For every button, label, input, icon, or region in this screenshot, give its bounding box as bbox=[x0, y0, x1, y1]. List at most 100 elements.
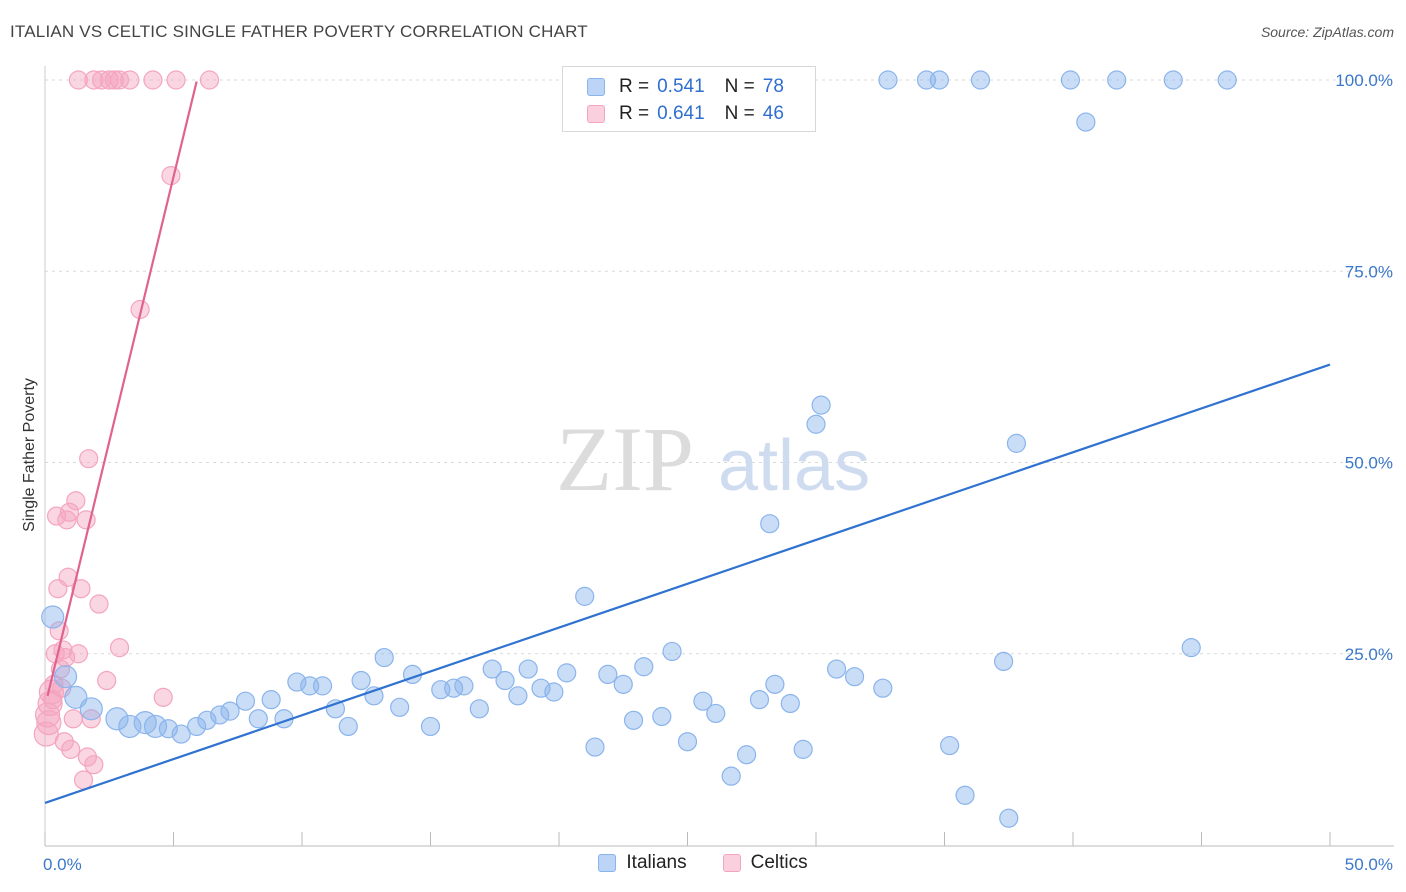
italians-point-57 bbox=[793, 739, 813, 759]
italians-point-76 bbox=[1181, 638, 1201, 658]
celtics-point-40 bbox=[143, 70, 163, 90]
italians-point-0 bbox=[41, 605, 65, 629]
italians-point-33 bbox=[482, 659, 502, 679]
celtics-point-28 bbox=[81, 709, 101, 729]
italians-point-73 bbox=[1076, 112, 1096, 132]
celtics-point-42 bbox=[199, 70, 220, 90]
celtics-point-8 bbox=[46, 506, 67, 526]
x-tick-label-1: 50.0% bbox=[1345, 855, 1393, 874]
italians-swatch bbox=[587, 78, 605, 96]
celtics-point-23 bbox=[71, 579, 91, 599]
celtics-point-16 bbox=[57, 510, 77, 530]
legend-item-celtics: Celtics bbox=[722, 852, 808, 874]
gridlines bbox=[45, 79, 1394, 655]
celtics-point-38 bbox=[109, 70, 130, 90]
italians-point-3 bbox=[79, 697, 103, 721]
legend-row-italians: R = 0.541 N = 78 bbox=[587, 75, 784, 99]
celtics-swatch bbox=[587, 105, 605, 123]
celtics-point-21 bbox=[66, 491, 86, 511]
italians-point-5 bbox=[118, 714, 142, 739]
italians-point-45 bbox=[634, 657, 654, 677]
italians-point-16 bbox=[261, 690, 281, 710]
celtics-point-26 bbox=[77, 747, 98, 767]
italians-point-50 bbox=[706, 703, 726, 724]
italians-point-44 bbox=[623, 710, 644, 730]
celtics-point-31 bbox=[97, 670, 117, 691]
italians-point-28 bbox=[420, 716, 441, 737]
celtics-point-27 bbox=[79, 449, 99, 469]
italians-point-56 bbox=[780, 693, 800, 714]
italians-n-value: 78 bbox=[762, 76, 784, 97]
italians-point-42 bbox=[598, 664, 618, 685]
italians-point-41 bbox=[585, 737, 605, 757]
celtics-point-39 bbox=[120, 70, 140, 90]
italians-point-10 bbox=[187, 716, 207, 737]
italians-point-9 bbox=[171, 724, 191, 744]
y-tick-label-2: 75.0% bbox=[1345, 262, 1393, 281]
italians-point-13 bbox=[220, 701, 240, 721]
celtics-point-41 bbox=[166, 70, 186, 90]
axes bbox=[44, 66, 1394, 847]
series-legend: Italians Celtics bbox=[0, 852, 1406, 874]
italians-point-66 bbox=[940, 735, 960, 756]
italians-point-20 bbox=[312, 676, 333, 696]
italians-point-59 bbox=[811, 395, 831, 415]
italians-point-1 bbox=[53, 665, 78, 689]
italians-point-63 bbox=[878, 70, 898, 90]
italians-point-18 bbox=[287, 672, 307, 692]
italians-point-4 bbox=[105, 707, 129, 731]
celtics-point-22 bbox=[68, 644, 89, 664]
celtics-point-30 bbox=[89, 594, 109, 614]
italians-point-67 bbox=[955, 785, 975, 805]
italians-point-46 bbox=[652, 706, 672, 727]
italians-point-55 bbox=[765, 674, 785, 694]
italians-point-52 bbox=[737, 745, 757, 765]
italians-point-60 bbox=[826, 659, 847, 679]
italians-r-value: 0.541 bbox=[657, 76, 705, 97]
celtics-point-14 bbox=[54, 732, 74, 752]
celtics-point-24 bbox=[73, 770, 94, 790]
celtics-point-45 bbox=[68, 70, 89, 90]
italians-point-48 bbox=[677, 732, 698, 752]
italians-point-74 bbox=[1107, 70, 1127, 90]
italians-trend-line bbox=[44, 363, 1331, 804]
italians-point-43 bbox=[613, 674, 633, 694]
celtics-point-36 bbox=[99, 70, 119, 90]
tick-labels: 25.0% 50.0% 75.0% 100.0% 0.0% 50.0% bbox=[43, 71, 1393, 874]
italians-point-14 bbox=[235, 691, 256, 711]
celtics-point-29 bbox=[84, 755, 104, 775]
italians-point-77 bbox=[1217, 70, 1237, 90]
celtics-point-20 bbox=[63, 709, 83, 729]
italians-point-22 bbox=[338, 716, 358, 737]
celtics-points bbox=[33, 70, 220, 790]
celtics-r-label: R = bbox=[619, 103, 650, 124]
legend-celtics-swatch bbox=[722, 854, 741, 872]
italians-point-40 bbox=[575, 586, 595, 606]
italians-point-11 bbox=[197, 710, 217, 730]
italians-r-label: R = bbox=[619, 76, 650, 97]
italians-point-68 bbox=[970, 70, 991, 90]
celtics-n-value: 46 bbox=[762, 103, 784, 124]
legend-item-italians: Italians bbox=[598, 852, 687, 874]
italians-point-65 bbox=[929, 70, 949, 90]
italians-point-62 bbox=[873, 678, 893, 698]
italians-point-61 bbox=[844, 667, 865, 687]
celtics-point-18 bbox=[59, 502, 80, 522]
italians-point-69 bbox=[994, 651, 1014, 672]
celtics-trend-line bbox=[46, 81, 198, 697]
celtics-point-32 bbox=[109, 638, 130, 658]
source-label: Source: ZipAtlas.com bbox=[1260, 24, 1394, 40]
italians-point-70 bbox=[1006, 433, 1027, 453]
italians-point-38 bbox=[544, 682, 564, 702]
italians-point-39 bbox=[557, 663, 577, 683]
italians-point-51 bbox=[721, 766, 741, 786]
watermark-zip: ZIP bbox=[556, 408, 694, 510]
italians-point-54 bbox=[760, 514, 780, 534]
watermark-atlas: atlas bbox=[718, 426, 870, 506]
y-tick-label-1: 50.0% bbox=[1345, 454, 1393, 473]
chart-title: ITALIAN VS CELTIC SINGLE FATHER POVERTY … bbox=[10, 22, 588, 41]
stats-legend: R = 0.541 N = 78 R = 0.641 N = 46 bbox=[562, 66, 816, 132]
italians-point-53 bbox=[749, 690, 770, 710]
italians-point-26 bbox=[390, 697, 410, 717]
